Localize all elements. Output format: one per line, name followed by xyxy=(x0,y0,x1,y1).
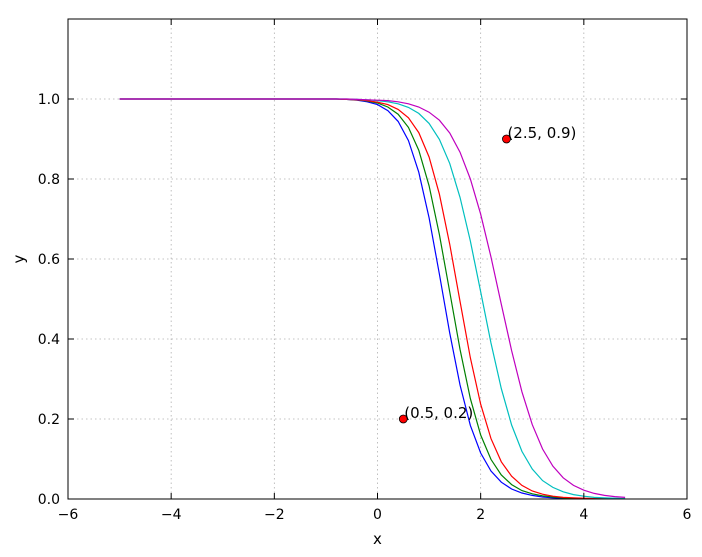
y-tick-label: 0.0 xyxy=(38,492,60,508)
series-line-3 xyxy=(119,98,626,500)
x-tick-label: 4 xyxy=(579,507,588,523)
annotation-point xyxy=(398,414,408,424)
x-tick-label: 2 xyxy=(476,507,485,523)
y-axis-label: y xyxy=(10,254,28,263)
y-tick-label: 0.6 xyxy=(38,252,60,268)
annotation-label: (2.5, 0.9) xyxy=(507,124,576,142)
y-tick-label: 0.8 xyxy=(38,172,60,188)
y-tick-label: 0.4 xyxy=(38,332,60,348)
grid xyxy=(67,19,688,500)
x-tick-label: −4 xyxy=(161,507,182,523)
y-tick-label: 0.2 xyxy=(38,412,60,428)
series-line-1 xyxy=(119,98,626,500)
x-tick-label: −2 xyxy=(264,507,285,523)
annotations: (0.5, 0.2) (2.5, 0.9) xyxy=(398,124,576,424)
annotation-point xyxy=(502,134,511,144)
x-tick-label: 0 xyxy=(373,507,382,523)
series-lines xyxy=(119,98,626,500)
series-line-4 xyxy=(119,98,626,500)
series-line-2 xyxy=(119,98,626,500)
series-line-5 xyxy=(119,98,626,498)
annotation-label: (0.5, 0.2) xyxy=(404,404,473,422)
x-tick-label: −6 xyxy=(58,507,79,523)
y-tick-label: 1.0 xyxy=(38,92,60,108)
x-tick-label: 6 xyxy=(683,507,692,523)
ticks: −6 −4 −2 0 2 4 6 0.0 0.2 0.4 0.6 0.8 1.0 xyxy=(38,19,692,523)
x-axis-label: x xyxy=(373,530,382,548)
